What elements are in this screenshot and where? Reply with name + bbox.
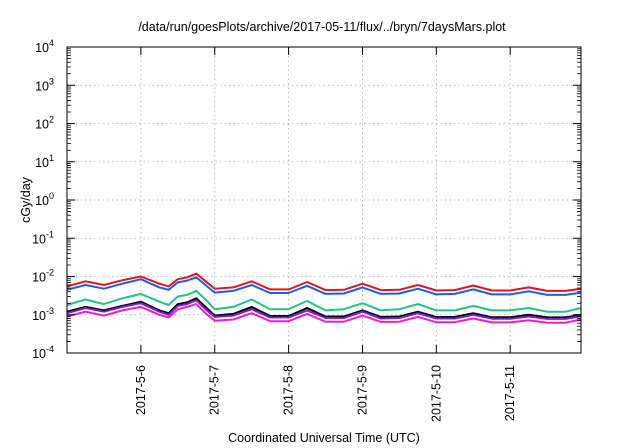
y-tick-label: 102: [35, 115, 54, 132]
y-tick-label: 100: [35, 191, 54, 208]
x-tick-label: 2017-5-6: [134, 365, 148, 415]
x-axis-label: Coordinated Universal Time (UTC): [228, 431, 420, 445]
y-axis-label: cGy/day: [19, 176, 33, 223]
series-line: [66, 276, 582, 296]
y-tick-exponent: 3: [49, 76, 54, 86]
x-tick-label: 2017-5-7: [208, 365, 222, 415]
series-lines: [66, 272, 582, 324]
y-tick-base: 10: [35, 156, 49, 170]
y-tick-exponent: 2: [49, 115, 54, 125]
y-tick-label: 103: [35, 76, 54, 93]
y-tick-base: 10: [35, 118, 49, 132]
y-tick-base: 10: [32, 347, 46, 361]
y-tick-exponent: -1: [46, 229, 54, 239]
y-tick-base: 10: [32, 232, 46, 246]
y-tick-exponent: -4: [46, 344, 54, 354]
y-tick-label: 10-3: [32, 306, 54, 323]
series-line: [66, 289, 582, 313]
y-tick-label: 10-1: [32, 229, 54, 246]
y-tick-base: 10: [32, 309, 46, 323]
y-tick-exponent: 1: [49, 153, 54, 163]
x-tick-label: 2017-5-9: [355, 365, 369, 415]
x-tick-label: 2017-5-11: [503, 365, 517, 421]
y-tick-exponent: 0: [49, 191, 54, 201]
series-line: [66, 272, 582, 292]
series-line: [66, 297, 582, 319]
x-axis-ticks: 2017-5-6 2017-5-7 2017-5-8 2017-5-9 2017-5-1…: [134, 47, 517, 422]
y-tick-exponent: 4: [49, 38, 54, 48]
chart-title: /data/run/goesPlots/archive/2017-05-11/f…: [138, 20, 506, 34]
y-tick-base: 10: [32, 271, 46, 285]
series-line: [66, 303, 582, 324]
y-tick-label: 101: [35, 153, 54, 170]
y-tick-label: 104: [35, 38, 54, 55]
y-tick-exponent: -3: [46, 306, 54, 316]
y-tick-label: 10-2: [32, 268, 54, 285]
x-tick-label: 2017-5-10: [429, 365, 443, 422]
y-tick-base: 10: [35, 79, 49, 93]
y-tick-label: 10-4: [32, 344, 54, 361]
y-tick-base: 10: [35, 194, 49, 208]
grid-lines: [67, 47, 581, 353]
y-tick-base: 10: [35, 41, 49, 55]
y-tick-exponent: -2: [46, 268, 54, 278]
series-line: [66, 299, 582, 320]
x-tick-label: 2017-5-8: [282, 365, 296, 415]
